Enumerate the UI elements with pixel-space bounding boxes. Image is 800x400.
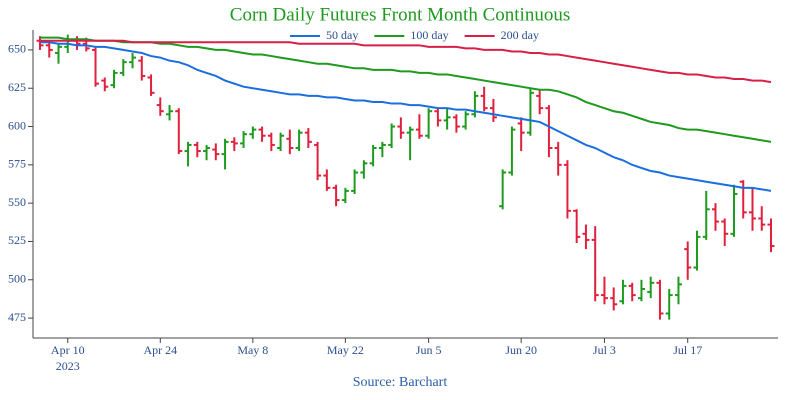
y-tick-label: 575 xyxy=(8,157,26,171)
x-tick-label: Apr 10 xyxy=(51,343,85,357)
y-tick-label: 650 xyxy=(8,42,26,56)
legend-label: 50 day xyxy=(326,28,358,42)
y-tick-label: 600 xyxy=(8,118,26,132)
x-tick-label: Apr 24 xyxy=(143,343,177,357)
legend-label: 100 day xyxy=(410,28,448,42)
y-tick-label: 500 xyxy=(8,272,26,286)
legend-label: 200 day xyxy=(501,28,539,42)
x-tick-label: Jun 20 xyxy=(505,343,537,357)
y-tick-label: 475 xyxy=(8,310,26,324)
y-tick-label: 625 xyxy=(8,80,26,94)
chart-title: Corn Daily Futures Front Month Continuou… xyxy=(230,4,570,25)
x-tick-label: Jul 3 xyxy=(593,343,616,357)
moving-average-line xyxy=(40,36,772,143)
x-tick-label: May 8 xyxy=(237,343,268,357)
moving-average-line xyxy=(40,41,772,192)
moving-average-line xyxy=(40,39,772,84)
x-tick-label: Jul 17 xyxy=(673,343,702,357)
x-year-label: 2023 xyxy=(56,359,80,373)
source-note: Source: Barchart xyxy=(353,375,448,390)
y-tick-label: 550 xyxy=(8,195,26,209)
x-tick-label: Jun 5 xyxy=(416,343,442,357)
x-tick-label: May 22 xyxy=(327,343,364,357)
y-tick-label: 525 xyxy=(8,233,26,247)
